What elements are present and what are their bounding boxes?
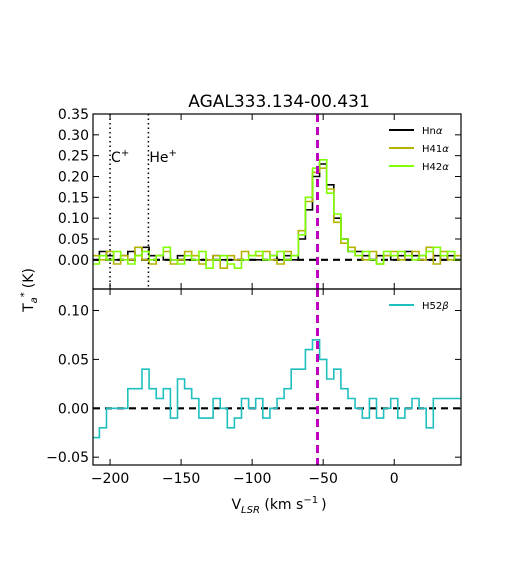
bottom-legend: H52β <box>389 301 449 312</box>
x-axis-label-sub: LSR <box>241 505 260 516</box>
annotation-he-ion: He+ <box>149 148 177 166</box>
xtick-label: −50 <box>308 471 338 487</box>
x-axis-label: VLSR (km s−1) <box>231 495 326 516</box>
xtick-label: 0 <box>390 471 399 487</box>
bottom-plot-area <box>93 289 461 465</box>
top-plot-area <box>93 114 461 289</box>
bottom-ytick-label: 0.00 <box>58 401 89 417</box>
top-ytick-label: 0.25 <box>58 149 89 165</box>
top-ytick-label: 0.20 <box>58 170 89 186</box>
bottom-series-h52-line <box>93 339 461 439</box>
legend-label-h42: H42α <box>422 162 449 173</box>
y-axis-label-unit: (K) <box>21 268 37 288</box>
top-ytick-label: 0.05 <box>58 232 89 248</box>
y-axis-label-main: T <box>21 303 37 313</box>
legend-label-h41: H41α <box>422 144 449 155</box>
legend-label-greek: β <box>441 301 449 312</box>
top-series-h42-line <box>93 159 461 269</box>
legend-label-base: Hn <box>422 126 436 137</box>
top-ytick-label: 0.30 <box>58 128 89 144</box>
top-series-h41-line <box>93 167 461 269</box>
legend-label-base: H52 <box>422 301 442 312</box>
xtick-label: −100 <box>233 471 271 487</box>
x-axis-label-unit-b: ) <box>321 497 326 513</box>
annotation-label: C <box>111 150 121 166</box>
x-axis-label-unit-sup: −1 <box>303 495 318 506</box>
legend-label-base: H41 <box>422 144 442 155</box>
bottom-panel: −0.05 0.00 0.05 0.10 −200 −150 −100 −50 0 H52β <box>46 288 462 487</box>
xtick-label: −200 <box>91 471 129 487</box>
x-axis-label-unit-a: (km s <box>260 497 303 513</box>
legend-label-greek: α <box>436 126 443 137</box>
top-ytick-label: 0.10 <box>58 211 89 227</box>
top-ytick-label: 0.00 <box>58 253 89 269</box>
annotation-label: He <box>149 150 168 166</box>
y-axis-label-sup: * <box>19 292 30 297</box>
y-axis-label-sub: a <box>29 297 40 303</box>
bottom-frame <box>92 288 462 466</box>
bottom-ytick-label: −0.05 <box>46 450 89 466</box>
y-axis-label: Ta* (K) <box>19 268 40 313</box>
annotation-c-ion: C+ <box>111 148 129 166</box>
legend-label-greek: α <box>442 162 449 173</box>
chart-title: AGAL333.134-00.431 <box>188 92 370 112</box>
x-axis-label-main: V <box>231 497 241 513</box>
bottom-ytick-label: 0.05 <box>58 352 89 368</box>
top-ytick-label: 0.15 <box>58 190 89 206</box>
legend-label-greek: α <box>442 144 449 155</box>
legend-label-base: H42 <box>422 162 442 173</box>
top-ytick-label: 0.35 <box>58 107 89 123</box>
bottom-ytick-label: 0.10 <box>58 304 89 320</box>
legend-label-hn: Hnα <box>422 126 443 137</box>
annotation-sup: + <box>121 148 129 159</box>
annotation-sup: + <box>169 148 177 159</box>
top-panel: C+ He+0.000.050.100.150.200.250.300.35Hnα… <box>58 107 462 290</box>
legend-label-h52: H52β <box>422 301 449 312</box>
xtick-label: −150 <box>162 471 200 487</box>
